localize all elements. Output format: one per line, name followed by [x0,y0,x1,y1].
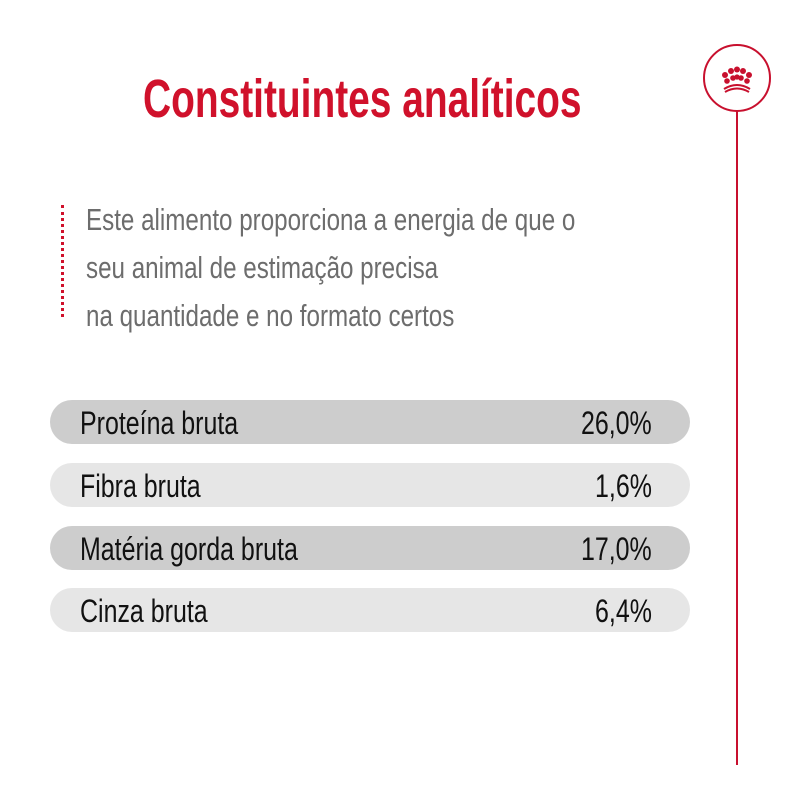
constituent-row: Fibra bruta 1,6% [50,463,690,507]
constituent-label: Proteína bruta [80,405,239,441]
constituent-row: Cinza bruta 6,4% [50,588,690,632]
intro-text: Este alimento proporciona a energia de q… [86,202,576,333]
constituent-value: 1,6% [595,468,652,504]
constituent-label: Cinza bruta [80,593,208,629]
page-title: Constituintes analíticos [143,69,582,129]
constituent-row: Matéria gorda bruta 17,0% [50,526,690,570]
decorative-vertical-line [736,111,738,765]
dotted-accent-line [61,205,64,317]
brand-logo [703,44,771,112]
constituent-label: Fibra bruta [80,468,201,504]
constituent-label: Matéria gorda bruta [80,531,298,567]
constituent-value: 17,0% [581,531,652,567]
constituent-row: Proteína bruta 26,0% [50,400,690,444]
crown-icon [722,66,752,93]
constituent-value: 26,0% [581,405,652,441]
constituent-value: 6,4% [595,593,652,629]
